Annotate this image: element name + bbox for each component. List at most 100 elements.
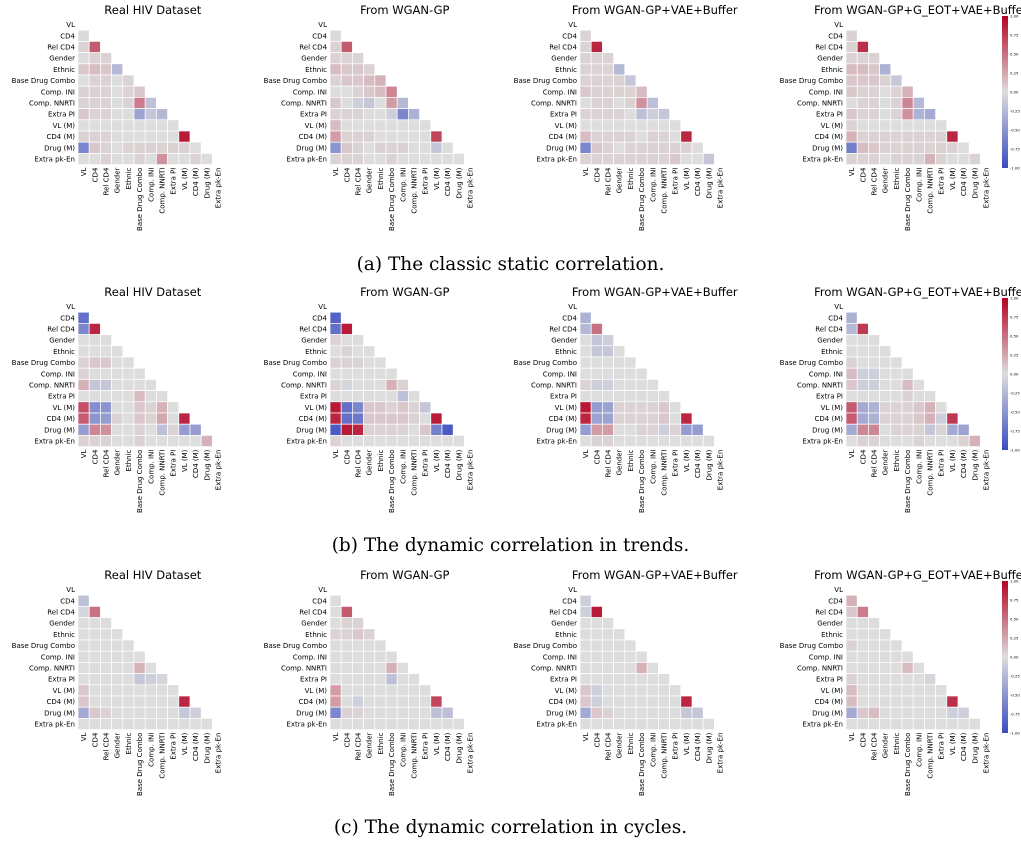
heatmap-cell <box>924 706 936 719</box>
heatmap-cell <box>77 41 90 53</box>
heatmap-cell <box>352 119 364 132</box>
y-tick-label: Extra PI <box>550 111 577 119</box>
x-tick-label: Ethnic <box>627 732 635 754</box>
x-tick-label: VL <box>332 168 340 177</box>
heatmap-cell <box>352 85 364 98</box>
x-tick-label: Rel CD4 <box>355 167 363 195</box>
heatmap-cell <box>635 401 648 414</box>
y-tick-label: Gender <box>817 620 843 628</box>
heatmap-cell <box>100 435 112 447</box>
heatmap-cell <box>856 63 869 76</box>
heatmap-cell <box>635 423 648 436</box>
caption-b: (b) The dynamic correlation in trends. <box>331 535 690 556</box>
heatmap-cell <box>624 356 637 369</box>
heatmap-cell <box>646 141 659 154</box>
colorbar-tick-label: 0.25 <box>1010 353 1019 358</box>
heatmap-cell <box>100 401 112 414</box>
heatmap-cell <box>100 684 112 697</box>
y-tick-label: Drug (M) <box>44 426 75 434</box>
heatmap-cell <box>912 390 925 403</box>
heatmap-cell <box>88 390 101 403</box>
x-tick-label: Rel CD4 <box>605 732 613 760</box>
heatmap-cell <box>189 153 202 165</box>
heatmap-cell <box>856 412 869 425</box>
heatmap-cell <box>122 367 135 380</box>
heatmap-cell <box>924 141 936 154</box>
heatmap-cell <box>452 435 465 447</box>
heatmap-cell <box>590 435 603 447</box>
panel-title: From WGAN-GP+VAE+Buffer <box>572 3 738 17</box>
heatmap-cell <box>100 628 112 641</box>
heatmap-cell <box>590 412 603 425</box>
colorbar-tick-label: -0.75 <box>1010 147 1020 152</box>
heatmap-cell <box>88 650 101 663</box>
heatmap-cell <box>845 323 858 335</box>
heatmap-cell <box>340 141 353 154</box>
heatmap-cell <box>901 695 914 708</box>
heatmap-cell <box>579 41 592 53</box>
x-tick-label: VL <box>582 733 590 742</box>
heatmap-cell <box>845 695 858 708</box>
heatmap-cell <box>77 695 90 708</box>
x-tick-label: Rel CD4 <box>605 167 613 195</box>
heatmap-cell <box>329 390 342 403</box>
x-tick-label: CD4 <box>859 167 867 182</box>
heatmap-cell <box>590 74 603 87</box>
heatmap-cell <box>579 97 592 109</box>
x-tick-label: Comp. NNRTI <box>159 733 167 779</box>
y-tick-label: Drug (M) <box>296 144 327 152</box>
heatmap-cell <box>868 153 880 165</box>
heatmap-cell <box>613 695 626 708</box>
heatmap-cell <box>374 119 387 132</box>
heatmap-cell <box>579 311 592 324</box>
x-tick-label: CD4 <box>859 732 867 747</box>
panel-title: Real HIV Dataset <box>104 285 202 299</box>
heatmap-cell <box>845 334 858 347</box>
x-tick-label: Ethnic <box>627 449 635 471</box>
heatmap-cell <box>408 684 420 697</box>
heatmap-cell <box>624 130 637 143</box>
heatmap-cell <box>189 718 202 730</box>
heatmap-cell <box>111 718 124 730</box>
heatmap-cell <box>646 379 659 391</box>
heatmap-cell <box>856 423 869 436</box>
heatmap-cell <box>635 367 648 380</box>
heatmap-cell <box>100 695 112 708</box>
heatmap-cell <box>590 628 603 641</box>
heatmap-cell <box>579 594 592 607</box>
heatmap-cell <box>579 345 592 358</box>
x-tick-label: VL (M) <box>181 449 189 472</box>
heatmap-cell <box>88 401 101 414</box>
heatmap-cell <box>845 97 858 109</box>
heatmap-cell <box>890 435 903 447</box>
x-tick-label: Base Drug Combo <box>136 168 144 231</box>
heatmap-cell <box>396 390 409 403</box>
heatmap-cell <box>613 63 626 76</box>
heatmap-cell <box>77 311 90 324</box>
y-tick-label: Rel CD4 <box>549 44 577 52</box>
heatmap-cell <box>88 85 101 98</box>
heatmap-cell <box>602 52 614 65</box>
heatmap-cell <box>352 662 364 674</box>
x-tick-label: Gender <box>366 167 374 193</box>
heatmap-cell <box>88 130 101 143</box>
x-tick-label: Comp. INI <box>915 450 923 484</box>
heatmap-cell <box>430 435 443 447</box>
y-tick-label: Ethnic <box>821 631 843 639</box>
heatmap-cell <box>579 323 592 335</box>
y-tick-label: CD4 <box>562 314 577 322</box>
heatmap-cell <box>856 367 869 380</box>
x-tick-label: Extra PI <box>170 733 178 760</box>
y-tick-label: CD4 (M) <box>815 698 844 706</box>
heatmap-cell <box>658 153 670 165</box>
heatmap-cell <box>144 718 157 730</box>
heatmap-cell <box>111 673 124 686</box>
heatmap-cell <box>111 130 124 143</box>
heatmap-cell <box>968 153 981 165</box>
y-tick-label: Extra PI <box>816 393 843 401</box>
heatmap-cell <box>602 108 614 121</box>
heatmap-cell <box>396 401 409 414</box>
